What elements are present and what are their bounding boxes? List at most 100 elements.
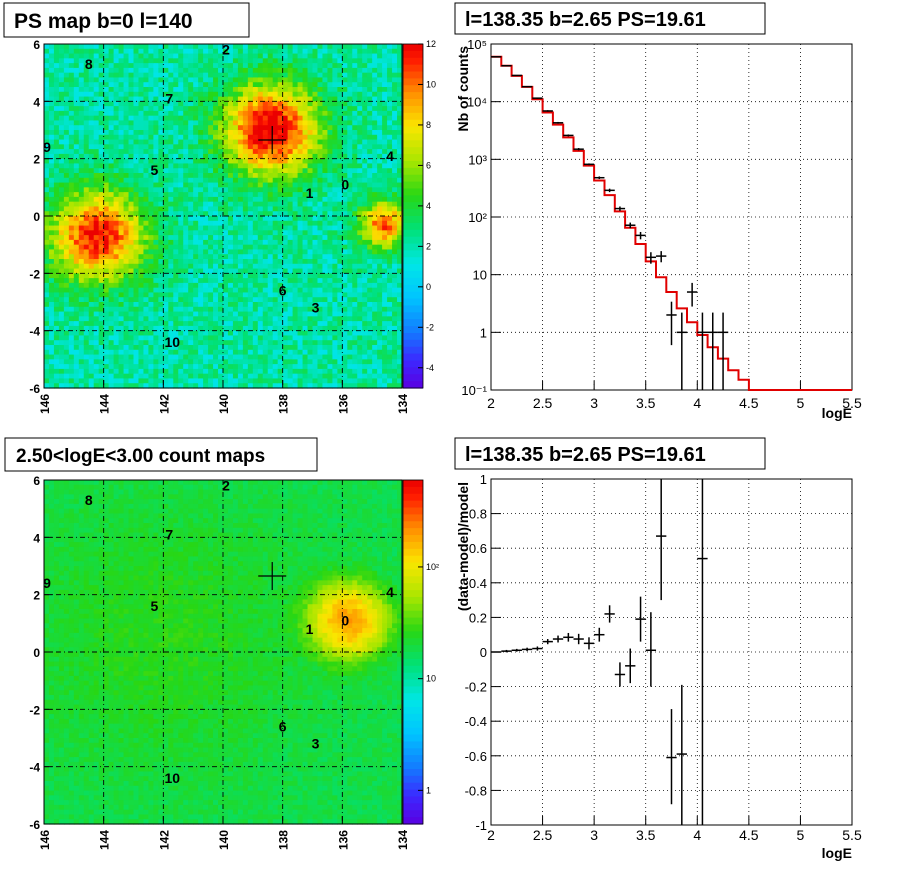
heatmap-cell bbox=[213, 120, 219, 126]
heatmap-cell bbox=[242, 364, 249, 370]
heatmap-cell bbox=[198, 82, 204, 88]
heatmap-cell bbox=[307, 101, 314, 107]
heatmap-cell bbox=[382, 177, 388, 184]
heatmap-cell bbox=[93, 340, 100, 346]
heatmap-cell bbox=[108, 168, 115, 174]
heatmap-cell bbox=[128, 311, 135, 317]
heatmap-cell bbox=[267, 259, 274, 265]
heatmap-cell bbox=[183, 101, 189, 107]
heatmap-cell bbox=[312, 345, 319, 351]
heatmap-cell bbox=[198, 254, 204, 260]
heatmap-cell bbox=[58, 211, 65, 217]
heatmap-cell bbox=[317, 187, 324, 193]
heatmap-cell bbox=[287, 287, 294, 294]
heatmap-cell bbox=[218, 72, 224, 79]
heatmap-cell bbox=[63, 259, 70, 265]
heatmap-cell bbox=[158, 263, 164, 270]
heatmap-cell bbox=[128, 149, 135, 155]
heatmap-cell bbox=[178, 177, 184, 184]
heatmap-cell bbox=[138, 44, 145, 50]
heatmap-cell bbox=[108, 53, 115, 59]
heatmap-cell bbox=[232, 196, 239, 203]
heatmap-cell bbox=[73, 230, 80, 236]
heatmap-cell bbox=[352, 106, 358, 112]
heatmap-cell bbox=[44, 173, 50, 179]
heatmap-cell bbox=[337, 302, 343, 308]
heatmap-cell bbox=[332, 235, 338, 241]
heatmap-cell bbox=[322, 72, 329, 79]
heatmap-cell bbox=[148, 330, 154, 337]
heatmap-cell bbox=[44, 235, 50, 241]
heatmap-cell bbox=[342, 316, 348, 322]
heatmap-cell bbox=[163, 230, 169, 236]
heatmap-cell bbox=[158, 321, 164, 327]
heatmap-cell bbox=[128, 340, 135, 346]
heatmap-cell bbox=[123, 77, 130, 83]
heatmap-cell bbox=[332, 335, 338, 341]
heatmap-cell bbox=[73, 139, 80, 145]
heatmap-cell bbox=[282, 201, 289, 208]
heatmap-cell bbox=[123, 53, 130, 59]
heatmap-cell bbox=[118, 144, 125, 150]
heatmap-cell bbox=[128, 278, 135, 284]
heatmap-cell bbox=[292, 383, 299, 389]
heatmap-cell bbox=[317, 340, 324, 346]
heatmap-cell bbox=[103, 325, 110, 332]
heatmap-cell bbox=[302, 297, 309, 303]
heatmap-cell bbox=[227, 225, 234, 231]
heatmap-cell bbox=[98, 330, 105, 337]
heatmap-cell bbox=[262, 158, 269, 165]
heatmap-cell bbox=[78, 325, 85, 332]
heatmap-cell bbox=[302, 206, 309, 212]
heatmap-cell bbox=[292, 278, 299, 284]
heatmap-cell bbox=[193, 158, 199, 165]
heatmap-cell bbox=[113, 263, 120, 270]
heatmap-cell bbox=[272, 235, 279, 241]
heatmap-cell bbox=[237, 321, 244, 327]
heatmap-cell bbox=[128, 287, 135, 294]
heatmap-cell bbox=[372, 96, 378, 102]
heatmap-cell bbox=[183, 249, 189, 255]
heatmap-cell bbox=[218, 244, 224, 251]
heatmap-cell bbox=[163, 58, 169, 64]
heatmap-cell bbox=[322, 225, 329, 231]
heatmap-cell bbox=[372, 268, 378, 274]
heatmap-cell bbox=[108, 48, 115, 55]
heatmap-cell bbox=[307, 134, 314, 141]
heatmap-cell bbox=[53, 201, 60, 208]
heatmap-cell bbox=[337, 201, 343, 208]
heatmap-cell bbox=[78, 278, 85, 284]
heatmap-cell bbox=[213, 168, 219, 174]
heatmap-cell bbox=[58, 225, 65, 231]
heatmap-cell bbox=[282, 244, 289, 251]
heatmap-cell bbox=[332, 306, 338, 313]
heatmap-cell bbox=[352, 120, 358, 126]
heatmap-cell bbox=[247, 211, 254, 217]
heatmap-cell bbox=[123, 153, 130, 160]
heatmap-cell bbox=[123, 273, 130, 279]
heatmap-cell bbox=[133, 158, 140, 165]
heatmap-cell bbox=[148, 235, 154, 241]
heatmap-cell bbox=[208, 106, 214, 112]
heatmap-cell bbox=[53, 182, 60, 188]
heatmap-cell bbox=[282, 139, 289, 145]
heatmap-cell bbox=[44, 177, 50, 184]
heatmap-cell bbox=[123, 239, 130, 246]
heatmap-cell bbox=[63, 125, 70, 131]
heatmap-cell bbox=[322, 82, 329, 88]
heatmap-cell bbox=[357, 254, 363, 260]
heatmap-cell bbox=[44, 63, 50, 69]
heatmap-cell bbox=[372, 139, 378, 145]
heatmap-cell bbox=[227, 249, 234, 255]
heatmap-cell bbox=[48, 192, 55, 198]
heatmap-cell bbox=[332, 77, 338, 83]
heatmap-cell bbox=[367, 302, 373, 308]
heatmap-cell bbox=[58, 77, 65, 83]
heatmap-cell bbox=[327, 216, 333, 222]
heatmap-cell bbox=[352, 368, 358, 375]
heatmap-cell bbox=[317, 306, 324, 313]
heatmap-cell bbox=[98, 139, 105, 145]
heatmap-cell bbox=[232, 106, 239, 112]
heatmap-cell bbox=[178, 201, 184, 208]
heatmap-cell bbox=[118, 67, 125, 74]
